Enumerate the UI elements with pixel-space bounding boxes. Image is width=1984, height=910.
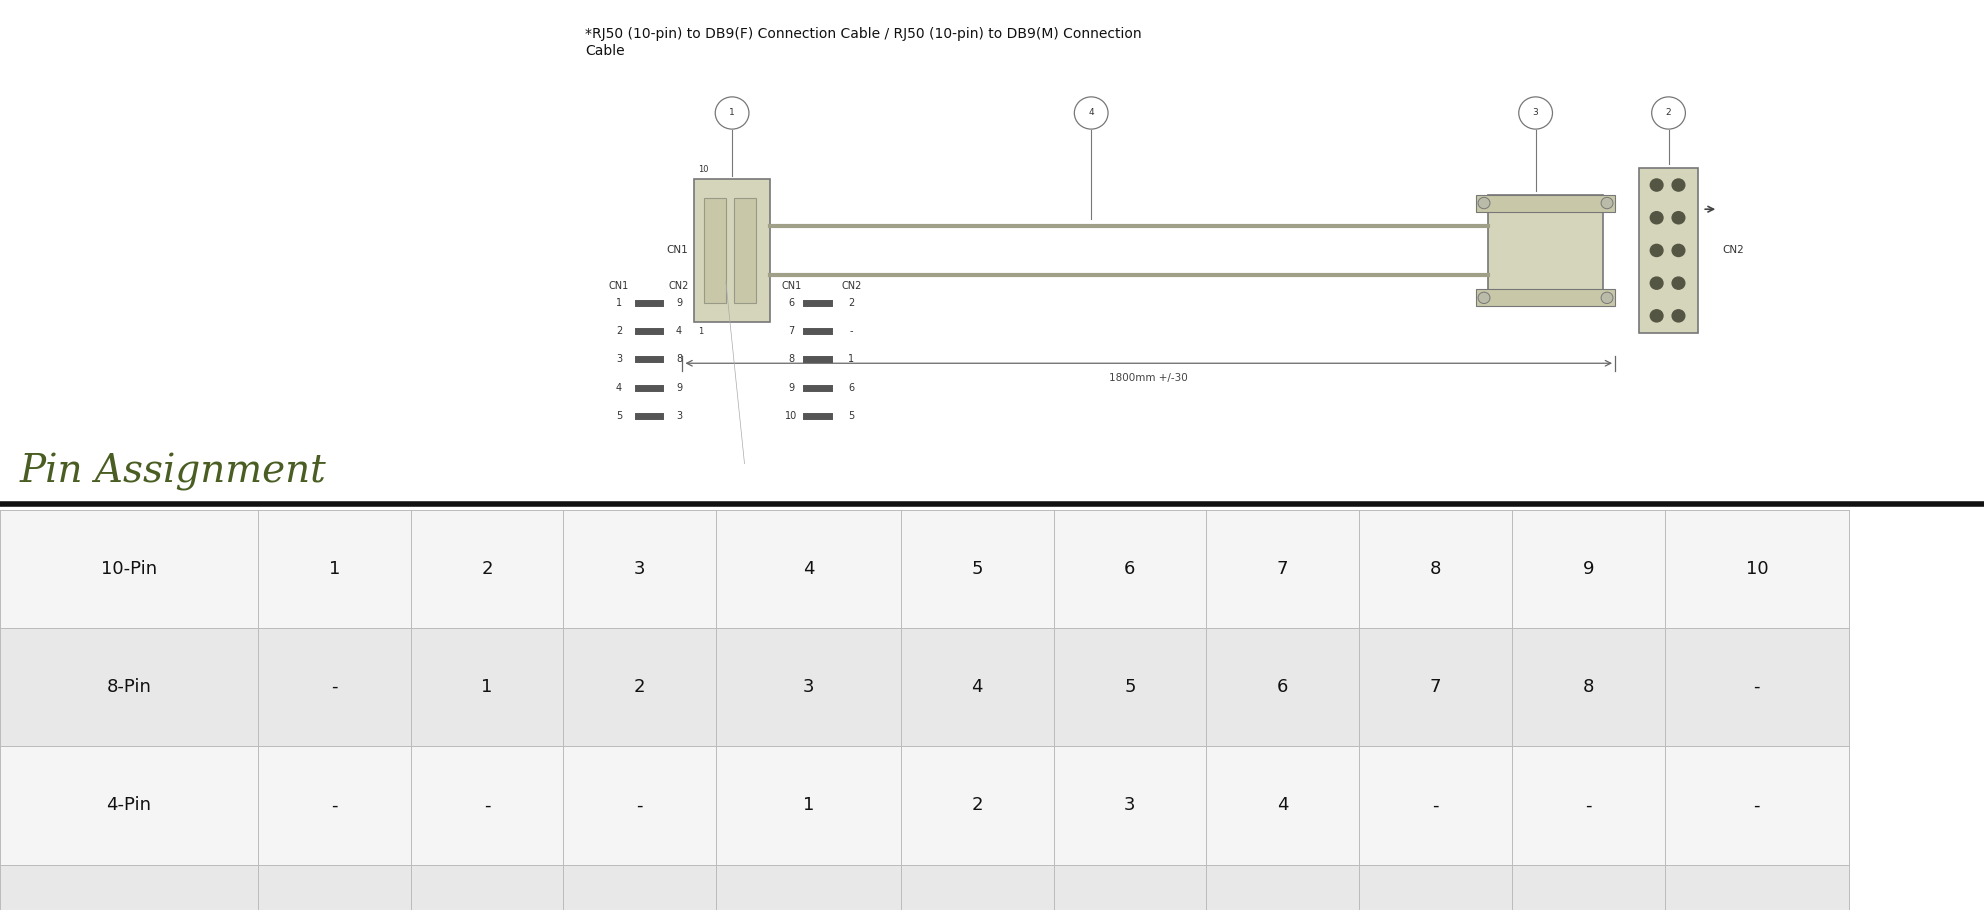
Text: -: - bbox=[331, 796, 337, 814]
Text: 2: 2 bbox=[849, 298, 855, 308]
Text: 4: 4 bbox=[1089, 108, 1093, 117]
Text: 2: 2 bbox=[1667, 108, 1671, 117]
Circle shape bbox=[1651, 179, 1663, 191]
Text: 1: 1 bbox=[615, 298, 623, 308]
Text: 4: 4 bbox=[677, 326, 682, 336]
Text: 10: 10 bbox=[698, 165, 708, 174]
Bar bbox=[1476, 195, 1615, 212]
Text: 2: 2 bbox=[615, 326, 623, 336]
Circle shape bbox=[1673, 245, 1684, 257]
Text: 1: 1 bbox=[329, 560, 339, 578]
Text: 4: 4 bbox=[804, 560, 813, 578]
Text: 6: 6 bbox=[788, 298, 794, 308]
Text: 2: 2 bbox=[482, 560, 492, 578]
Text: 5: 5 bbox=[1125, 678, 1135, 696]
Circle shape bbox=[1651, 96, 1684, 129]
Text: 2: 2 bbox=[635, 678, 645, 696]
Bar bbox=[734, 198, 756, 302]
Text: CN1: CN1 bbox=[667, 246, 688, 256]
Text: -: - bbox=[484, 796, 490, 814]
Circle shape bbox=[1478, 292, 1490, 304]
Circle shape bbox=[1673, 179, 1684, 191]
Text: 1: 1 bbox=[849, 354, 855, 364]
Text: 6: 6 bbox=[849, 383, 855, 392]
Text: 5: 5 bbox=[849, 411, 855, 421]
Text: 8: 8 bbox=[788, 354, 794, 364]
Text: 7: 7 bbox=[1278, 560, 1288, 578]
Circle shape bbox=[1601, 197, 1613, 208]
Text: 1: 1 bbox=[698, 328, 704, 336]
Text: 6: 6 bbox=[1125, 560, 1135, 578]
Text: 2: 2 bbox=[972, 796, 982, 814]
Bar bbox=[0, 628, 1849, 746]
Text: CN1: CN1 bbox=[782, 281, 802, 291]
Circle shape bbox=[1651, 245, 1663, 257]
Circle shape bbox=[1478, 197, 1490, 208]
Text: CN2: CN2 bbox=[1722, 246, 1744, 256]
Bar bbox=[694, 179, 770, 321]
Text: 8: 8 bbox=[677, 354, 682, 364]
Text: 10: 10 bbox=[786, 411, 798, 421]
Text: 3: 3 bbox=[1125, 796, 1135, 814]
Text: 8: 8 bbox=[1583, 678, 1593, 696]
Text: 9: 9 bbox=[677, 383, 682, 392]
Circle shape bbox=[1651, 277, 1663, 289]
Text: CN1: CN1 bbox=[609, 281, 629, 291]
Circle shape bbox=[1520, 96, 1551, 129]
Bar bbox=[704, 198, 726, 302]
Text: 1: 1 bbox=[482, 678, 492, 696]
Circle shape bbox=[1073, 96, 1107, 129]
Bar bbox=[0, 510, 1849, 628]
Circle shape bbox=[1651, 212, 1663, 224]
Circle shape bbox=[1651, 309, 1663, 322]
Text: 10-Pin: 10-Pin bbox=[101, 560, 157, 578]
Text: 7: 7 bbox=[1430, 678, 1440, 696]
Text: *RJ50 (10-pin) to DB9(F) Connection Cable / RJ50 (10-pin) to DB9(M) Connection
C: *RJ50 (10-pin) to DB9(F) Connection Cabl… bbox=[585, 27, 1143, 57]
Circle shape bbox=[1673, 277, 1684, 289]
Text: 1800mm +/-30: 1800mm +/-30 bbox=[1109, 373, 1188, 383]
Text: CN2: CN2 bbox=[841, 281, 861, 291]
Bar bbox=[1476, 289, 1615, 307]
Circle shape bbox=[1673, 309, 1684, 322]
Text: -: - bbox=[331, 678, 337, 696]
Text: 5: 5 bbox=[972, 560, 982, 578]
Text: 4: 4 bbox=[972, 678, 982, 696]
Text: 3: 3 bbox=[804, 678, 813, 696]
Bar bbox=[0, 864, 1849, 910]
Text: -: - bbox=[1432, 796, 1438, 814]
Text: 3: 3 bbox=[615, 354, 623, 364]
Text: 4-Pin: 4-Pin bbox=[107, 796, 151, 814]
Text: 4: 4 bbox=[615, 383, 623, 392]
Circle shape bbox=[714, 96, 750, 129]
Bar bbox=[0, 746, 1849, 864]
Text: 8-Pin: 8-Pin bbox=[107, 678, 151, 696]
Text: 6: 6 bbox=[1278, 678, 1288, 696]
Text: Pin Assignment: Pin Assignment bbox=[20, 453, 327, 491]
Text: 8: 8 bbox=[1430, 560, 1440, 578]
Text: -: - bbox=[637, 796, 643, 814]
Text: 10: 10 bbox=[1746, 560, 1768, 578]
Text: 9: 9 bbox=[788, 383, 794, 392]
Text: -: - bbox=[849, 326, 853, 336]
Text: 3: 3 bbox=[677, 411, 682, 421]
Circle shape bbox=[1601, 292, 1613, 304]
Bar bbox=[1639, 168, 1698, 333]
Text: 9: 9 bbox=[1583, 560, 1593, 578]
Text: 9: 9 bbox=[677, 298, 682, 308]
Text: 3: 3 bbox=[1534, 108, 1538, 117]
Text: 1: 1 bbox=[804, 796, 813, 814]
Text: CN2: CN2 bbox=[669, 281, 688, 291]
Circle shape bbox=[1673, 212, 1684, 224]
Text: -: - bbox=[1754, 796, 1760, 814]
Text: 5: 5 bbox=[615, 411, 623, 421]
Text: -: - bbox=[1585, 796, 1591, 814]
Text: 3: 3 bbox=[635, 560, 645, 578]
Text: 1: 1 bbox=[730, 108, 734, 117]
Text: 4: 4 bbox=[1278, 796, 1288, 814]
Bar bbox=[1488, 195, 1603, 307]
Text: 7: 7 bbox=[788, 326, 794, 336]
Text: -: - bbox=[1754, 678, 1760, 696]
